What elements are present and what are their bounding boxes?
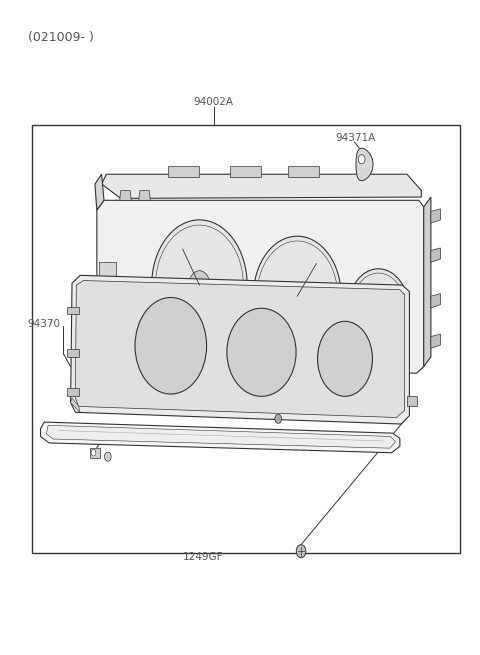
Bar [168,166,199,178]
Polygon shape [356,148,373,181]
Bar [288,166,319,178]
Polygon shape [102,174,421,198]
Text: 94370: 94370 [28,319,60,329]
Polygon shape [424,197,431,367]
Ellipse shape [227,309,296,396]
Ellipse shape [135,297,206,394]
Circle shape [381,316,393,332]
Text: (021009- ): (021009- ) [28,31,94,44]
Polygon shape [46,425,396,448]
Polygon shape [431,293,441,308]
Polygon shape [95,174,104,210]
Polygon shape [120,191,131,200]
Polygon shape [97,200,424,373]
Circle shape [189,271,210,299]
Bar [90,447,100,458]
Circle shape [275,414,281,423]
Text: 94371A: 94371A [336,134,376,143]
Circle shape [105,452,111,461]
Ellipse shape [318,322,372,396]
Circle shape [152,220,247,350]
Bar [407,396,417,405]
Polygon shape [431,248,441,262]
Bar [67,307,79,314]
Circle shape [91,449,96,456]
Circle shape [297,309,316,335]
Bar [67,388,79,396]
Polygon shape [139,191,150,200]
Bar [67,349,79,357]
Text: 94363A: 94363A [75,430,116,440]
Circle shape [288,283,307,309]
Polygon shape [71,398,80,412]
Text: 94002A: 94002A [194,98,234,107]
Bar [230,166,262,178]
Polygon shape [71,275,409,424]
Text: 94360B: 94360B [116,246,156,255]
Polygon shape [431,209,441,223]
Polygon shape [75,280,405,417]
Circle shape [359,155,365,164]
Polygon shape [40,422,400,453]
Circle shape [253,236,341,356]
Circle shape [348,269,409,354]
Circle shape [364,290,375,306]
Bar [99,262,116,301]
Text: 1249GF: 1249GF [183,552,223,562]
Polygon shape [431,334,441,348]
Circle shape [177,300,198,329]
Bar [33,125,459,553]
Circle shape [296,545,306,558]
Bar [366,341,397,360]
